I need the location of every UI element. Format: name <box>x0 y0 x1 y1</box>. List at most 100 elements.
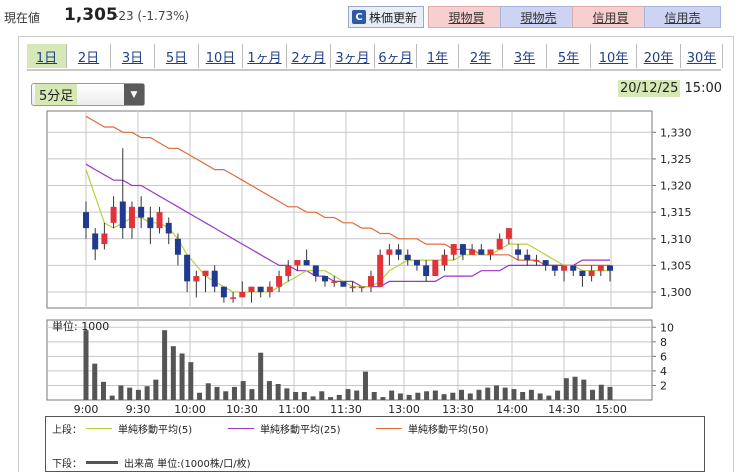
price-change: -23 (-1.73%) <box>114 9 190 23</box>
volume-bar-52 <box>537 393 543 400</box>
trade-button-4[interactable]: 信用売 <box>644 6 721 28</box>
candle-body-13 <box>202 270 209 277</box>
timestamp-date: 20/12/25 <box>618 80 681 97</box>
volume-bar-37 <box>406 394 412 400</box>
time-tick-label-4: 11:00 <box>278 403 310 416</box>
price-tick-label-4: 1,320 <box>660 180 692 193</box>
volume-bar-40 <box>432 390 438 400</box>
legend-upper-label: 上段： <box>52 425 82 436</box>
interval-select[interactable]: 5分足 ▼ <box>31 83 145 106</box>
candle-body-55 <box>588 270 595 277</box>
candle-body-57 <box>607 265 613 271</box>
volume-bar-46 <box>485 387 491 400</box>
chart-legend: 上段： 単純移動平均(5) 単純移動平均(25) 単純移動平均(50) 下段： … <box>45 416 705 472</box>
price-tick-label-1: 1,305 <box>660 259 692 272</box>
period-tab-16[interactable]: 30年 <box>681 44 723 68</box>
candle-body-2 <box>101 233 108 245</box>
volume-bar-15 <box>214 386 220 400</box>
time-tick-label-7: 13:30 <box>442 403 474 416</box>
candle-body-19 <box>257 286 264 293</box>
volume-bar-39 <box>424 391 430 400</box>
current-price-value: 1,305 <box>64 5 118 25</box>
period-tab-13[interactable]: 5年 <box>547 44 591 68</box>
candle-body-10 <box>174 238 181 255</box>
volume-bar-58 <box>590 389 596 400</box>
volume-bar-4 <box>118 385 124 400</box>
candle-body-15 <box>220 286 227 298</box>
volume-bar-51 <box>528 389 534 400</box>
volume-bar-31 <box>354 390 360 400</box>
candle-body-42 <box>469 249 476 255</box>
volume-bar-1 <box>92 363 98 400</box>
period-tab-4[interactable]: 5日 <box>155 44 199 68</box>
volume-bar-23 <box>284 388 290 400</box>
candle-body-22 <box>285 265 292 277</box>
candle-body-38 <box>432 260 439 277</box>
price-tick-label-3: 1,315 <box>660 206 692 219</box>
legend-ma5-swatch <box>86 428 112 429</box>
period-tab-11[interactable]: 2年 <box>459 44 503 68</box>
candle-body-48 <box>524 254 531 261</box>
time-tick-label-10: 15:00 <box>595 403 627 416</box>
candle-body-51 <box>551 265 558 271</box>
volume-bar-42 <box>450 392 456 400</box>
volume-bar-9 <box>162 330 168 400</box>
legend-volume: 出来高 単位:(1000株/口/枚) <box>86 455 251 470</box>
period-tab-3[interactable]: 3日 <box>111 44 155 68</box>
candle-body-7 <box>147 217 154 229</box>
volume-bar-7 <box>144 386 150 400</box>
volume-bar-20 <box>258 352 264 400</box>
candle-body-45 <box>496 238 503 250</box>
candle-body-1 <box>92 233 99 250</box>
volume-bar-57 <box>581 379 587 400</box>
chart-frame <box>18 36 734 472</box>
refresh-price-label: 株価更新 <box>369 10 418 25</box>
volume-bar-17 <box>231 386 237 400</box>
refresh-price-button[interactable]: C 株価更新 <box>348 6 424 28</box>
volume-bar-19 <box>249 389 255 400</box>
candle-body-25 <box>312 265 319 277</box>
candle-body-52 <box>561 265 568 271</box>
chart-timestamp: 20/12/25 15:00 <box>618 80 722 97</box>
period-tabs: 1日 2日 3日 5日 10日 1ヶ月 2ヶ月 3ヶ月 6ヶ月 1年 2年 3年 5年 10年 20年 30年 <box>27 44 723 70</box>
trade-button-3[interactable]: 信用買 <box>572 6 649 28</box>
volume-bar-18 <box>240 381 246 400</box>
period-tab-5[interactable]: 10日 <box>199 44 243 68</box>
volume-bar-33 <box>371 392 377 400</box>
period-tab-1[interactable]: 1日 <box>27 44 67 68</box>
volume-bar-16 <box>223 391 229 400</box>
volume-bar-47 <box>493 385 499 400</box>
legend-volume-swatch <box>86 461 118 464</box>
volume-bar-44 <box>467 393 473 400</box>
price-tick-label-0: 1,300 <box>660 286 692 299</box>
volume-bar-6 <box>135 389 141 400</box>
volume-bar-45 <box>476 389 482 400</box>
legend-ma25-label: 単純移動平均(25) <box>260 425 341 436</box>
ma50-line <box>85 115 610 266</box>
volume-bar-60 <box>607 386 613 400</box>
candle-body-28 <box>340 281 347 287</box>
period-tab-2[interactable]: 2日 <box>67 44 111 68</box>
period-tab-6[interactable]: 1ヶ月 <box>243 44 287 68</box>
legend-ma5: 単純移動平均(5) <box>86 421 192 436</box>
time-tick-label-2: 10:00 <box>174 403 206 416</box>
period-tab-12[interactable]: 3年 <box>503 44 547 68</box>
period-tab-10[interactable]: 1年 <box>417 44 459 68</box>
period-tab-7[interactable]: 2ヶ月 <box>287 44 331 68</box>
candle-body-0 <box>83 212 89 229</box>
candle-body-6 <box>138 206 145 218</box>
volume-bar-36 <box>397 393 403 400</box>
volume-tick-label-1: 4 <box>660 365 667 378</box>
candle-body-18 <box>248 286 255 293</box>
period-tab-9[interactable]: 6ヶ月 <box>375 44 417 68</box>
chevron-down-icon[interactable]: ▼ <box>124 84 144 105</box>
trade-button-2[interactable]: 現物売 <box>500 6 577 28</box>
period-tab-14[interactable]: 10年 <box>591 44 637 68</box>
period-tab-8[interactable]: 3ヶ月 <box>331 44 375 68</box>
volume-tick-label-2: 6 <box>660 350 667 363</box>
time-tick-label-8: 14:00 <box>496 403 528 416</box>
period-tab-15[interactable]: 20年 <box>637 44 681 68</box>
candle-body-12 <box>193 276 200 282</box>
candle-body-41 <box>459 244 466 255</box>
